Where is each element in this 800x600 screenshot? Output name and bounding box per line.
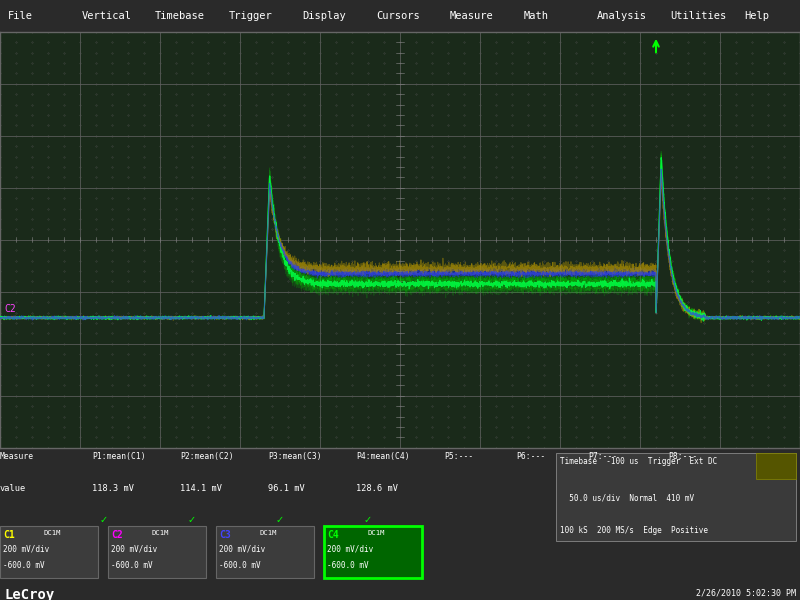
- Text: LeCroy: LeCroy: [4, 588, 54, 600]
- FancyBboxPatch shape: [556, 453, 796, 541]
- Text: Math: Math: [523, 11, 548, 21]
- Text: 50.0 us/div  Normal  410 mV: 50.0 us/div Normal 410 mV: [560, 493, 694, 502]
- Text: Measure: Measure: [450, 11, 494, 21]
- Text: Help: Help: [744, 11, 769, 21]
- Text: 200 mV/div: 200 mV/div: [327, 545, 374, 554]
- FancyBboxPatch shape: [756, 453, 796, 479]
- FancyBboxPatch shape: [324, 526, 422, 578]
- Text: P4:mean(C4): P4:mean(C4): [356, 452, 410, 461]
- Text: C1: C1: [3, 530, 15, 539]
- Text: ✓: ✓: [364, 515, 372, 525]
- Text: C2: C2: [111, 530, 123, 539]
- Text: P2:mean(C2): P2:mean(C2): [180, 452, 234, 461]
- Text: 118.3 mV: 118.3 mV: [92, 484, 134, 493]
- Text: 200 mV/div: 200 mV/div: [219, 545, 266, 554]
- Text: P7:---: P7:---: [588, 452, 618, 461]
- Text: P1:mean(C1): P1:mean(C1): [92, 452, 146, 461]
- Text: P3:mean(C3): P3:mean(C3): [268, 452, 322, 461]
- Text: 100 kS  200 MS/s  Edge  Positive: 100 kS 200 MS/s Edge Positive: [560, 526, 708, 535]
- Text: -600.0 mV: -600.0 mV: [327, 561, 369, 570]
- Text: ✓: ✓: [100, 515, 108, 525]
- Text: P5:---: P5:---: [444, 452, 474, 461]
- Text: 96.1 mV: 96.1 mV: [268, 484, 305, 493]
- Text: -600.0 mV: -600.0 mV: [219, 561, 261, 570]
- Text: ✓: ✓: [276, 515, 284, 525]
- Text: 128.6 mV: 128.6 mV: [356, 484, 398, 493]
- Text: DC1M: DC1M: [368, 530, 386, 536]
- Text: Utilities: Utilities: [670, 11, 726, 21]
- Text: 114.1 mV: 114.1 mV: [180, 484, 222, 493]
- Text: Analysis: Analysis: [597, 11, 646, 21]
- Text: C2: C2: [4, 304, 16, 314]
- Text: Display: Display: [302, 11, 346, 21]
- Text: C3: C3: [219, 530, 231, 539]
- Text: C4: C4: [327, 530, 339, 539]
- Text: Cursors: Cursors: [376, 11, 420, 21]
- Text: 200 mV/div: 200 mV/div: [3, 545, 50, 554]
- Text: Trigger: Trigger: [229, 11, 273, 21]
- Text: Timebase: Timebase: [155, 11, 205, 21]
- Text: 200 mV/div: 200 mV/div: [111, 545, 158, 554]
- Text: Timebase  -100 us  Trigger  Ext DC: Timebase -100 us Trigger Ext DC: [560, 457, 718, 466]
- Text: 2/26/2010 5:02:30 PM: 2/26/2010 5:02:30 PM: [696, 588, 796, 597]
- Text: DC1M: DC1M: [152, 530, 170, 536]
- Text: DC1M: DC1M: [44, 530, 62, 536]
- FancyBboxPatch shape: [216, 526, 314, 578]
- Text: P8:---: P8:---: [668, 452, 698, 461]
- Text: -600.0 mV: -600.0 mV: [111, 561, 153, 570]
- FancyBboxPatch shape: [108, 526, 206, 578]
- Text: Measure: Measure: [0, 452, 34, 461]
- Text: ✓: ✓: [188, 515, 196, 525]
- Text: value: value: [0, 484, 26, 493]
- Text: -600.0 mV: -600.0 mV: [3, 561, 45, 570]
- Text: Vertical: Vertical: [82, 11, 131, 21]
- FancyBboxPatch shape: [0, 526, 98, 578]
- Text: P6:---: P6:---: [516, 452, 546, 461]
- Text: File: File: [8, 11, 33, 21]
- Text: DC1M: DC1M: [260, 530, 278, 536]
